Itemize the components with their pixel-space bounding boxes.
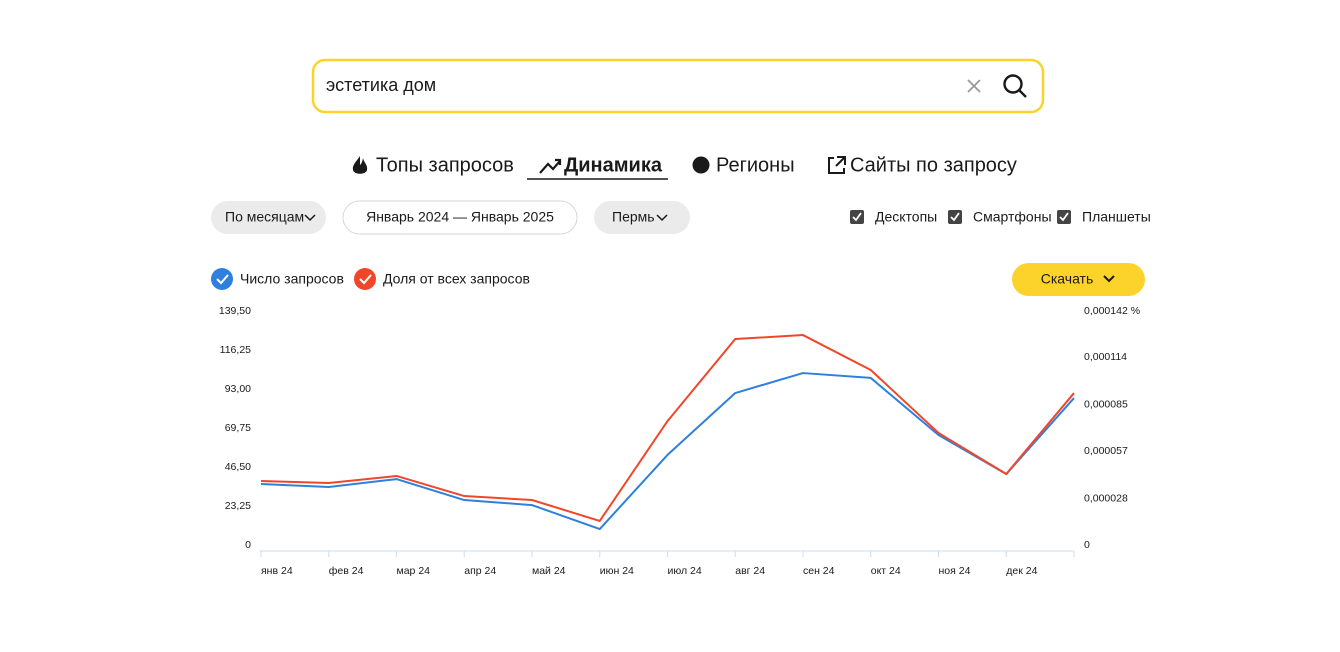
y-tick-label: 0 [245, 539, 251, 551]
y-tick-label: 46,50 [225, 461, 251, 473]
x-tick-label: мар 24 [397, 565, 431, 577]
checkbox[interactable] [948, 210, 962, 224]
y-tick-label: 69,75 [225, 422, 251, 434]
trend-icon [539, 158, 562, 174]
search-button[interactable] [1003, 74, 1027, 98]
legend-check[interactable] [354, 268, 376, 290]
chevron [304, 214, 316, 222]
tab[interactable]: Топы запросов [376, 154, 514, 176]
plot: 0 23,25 46,50 69,75 93,00 116,25 139,50 0 0,0000… [219, 305, 1140, 577]
x-tick-label: янв 24 [261, 565, 293, 577]
range-select[interactable] [342, 200, 578, 235]
x-tick-label: июл 24 [668, 565, 702, 577]
y-tick-label: 116,25 [220, 344, 251, 356]
period-label[interactable]: По месяцам [225, 209, 304, 225]
y-tick-label: 139,50 [219, 305, 251, 317]
external-icon [828, 156, 846, 174]
fire-icon [352, 156, 368, 174]
legend-label[interactable]: Число запросов [240, 271, 344, 287]
x-tick-label: окт 24 [871, 565, 901, 577]
y2-tick-label: 0,000057 [1084, 445, 1128, 457]
y2-tick-label: 0,000114 [1084, 351, 1127, 363]
range-label[interactable]: Январь 2024 — Январь 2025 [366, 209, 554, 225]
x-tick-label: май 24 [532, 565, 566, 577]
device-label[interactable]: Десктопы [875, 209, 937, 225]
period-select[interactable] [211, 201, 326, 234]
region-label[interactable]: Пермь [612, 209, 655, 225]
checkbox[interactable] [850, 210, 864, 224]
x-tick-label: июн 24 [600, 565, 634, 577]
download-label[interactable]: Скачать [1041, 271, 1094, 287]
region-select[interactable] [594, 201, 690, 234]
tab-active[interactable]: Динамика [564, 154, 663, 176]
download-button[interactable] [1012, 263, 1145, 296]
check [852, 212, 862, 222]
x-tick-label: апр 24 [464, 565, 496, 577]
search-query[interactable]: эстетика дом [326, 75, 436, 95]
device-checkboxes: Десктопы Смартфоны Планшеты [850, 209, 1151, 225]
globe-icon [692, 156, 710, 174]
x-tick-label: авг 24 [735, 565, 765, 577]
y2-tick-label: 0,000142 % [1084, 305, 1140, 317]
check [1059, 212, 1069, 222]
clear-button[interactable] [967, 79, 981, 93]
device-label[interactable]: Планшеты [1082, 209, 1151, 225]
x-tick-label: фев 24 [329, 565, 364, 577]
tab[interactable]: Сайты по запросу [850, 154, 1017, 176]
check [359, 274, 372, 285]
device-label[interactable]: Смартфоны [973, 209, 1052, 225]
checkbox[interactable] [1057, 210, 1071, 224]
y-tick-label: 93,00 [225, 383, 251, 395]
search-box[interactable] [311, 58, 1045, 114]
y-tick-label: 23,25 [225, 500, 251, 512]
chevron [656, 214, 668, 222]
y2-tick-label: 0,000085 [1084, 399, 1128, 411]
series-line [260, 372, 1075, 531]
legend-check[interactable] [211, 268, 233, 290]
legend-label[interactable]: Доля от всех запросов [383, 271, 530, 287]
check [216, 274, 229, 285]
tab[interactable]: Регионы [716, 154, 795, 176]
x-tick-label: сен 24 [803, 565, 835, 577]
y2-tick-label: 0,000028 [1084, 493, 1128, 505]
check [950, 212, 960, 222]
chevron [1103, 275, 1115, 283]
x-tick-label: дек 24 [1006, 565, 1037, 577]
series-line [260, 334, 1075, 522]
y2-tick-label: 0 [1084, 539, 1090, 551]
x-tick-label: ноя 24 [939, 565, 971, 577]
